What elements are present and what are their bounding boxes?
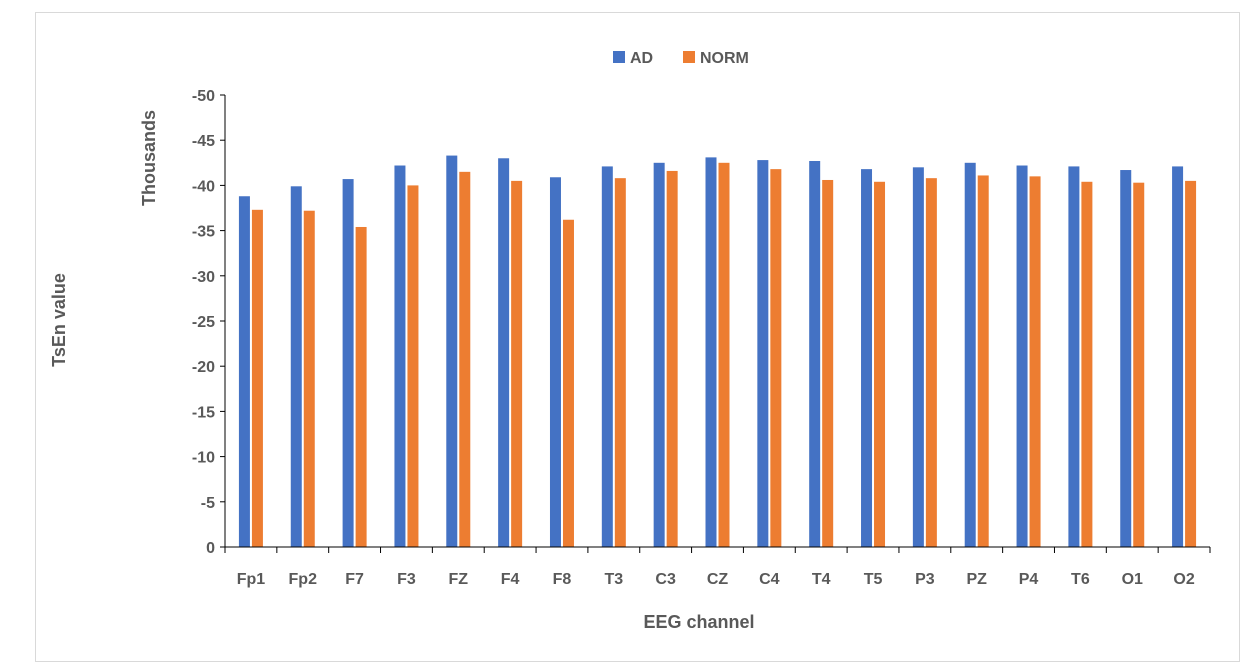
bar-ad-t6 [1068, 166, 1080, 547]
bar-ad-p3 [912, 167, 924, 547]
bar-norm-p3 [925, 178, 937, 547]
bar-ad-p4 [1016, 165, 1028, 547]
y-tick-label: -45 [192, 133, 215, 150]
x-tick-label: C4 [759, 571, 780, 588]
x-tick-label: F4 [501, 571, 520, 588]
bar-norm-f3 [407, 185, 419, 547]
y-axis-title: Thousands [139, 110, 159, 206]
bar-ad-o2 [1172, 166, 1184, 547]
bar-ad-c3 [653, 162, 665, 548]
bar-norm-f7 [355, 226, 367, 547]
x-tick-label: T3 [604, 571, 623, 588]
y-tick-label: -25 [192, 314, 215, 331]
legend: AD NORM [613, 50, 749, 67]
bar-norm-c3 [666, 170, 678, 547]
bar-ad-pz [964, 162, 976, 548]
x-tick-label: Fp2 [289, 571, 318, 588]
x-tick-label: P4 [1019, 571, 1039, 588]
bar-norm-o1 [1133, 182, 1145, 548]
y-tick-label: -15 [192, 404, 215, 421]
x-tick-label: FZ [449, 571, 469, 588]
y-tick-label: -40 [192, 178, 215, 195]
bar-norm-pz [977, 175, 989, 547]
bar-ad-fp2 [290, 186, 302, 547]
x-tick-label: F7 [345, 571, 364, 588]
x-tick-label: P3 [915, 571, 935, 588]
x-tick-label: O1 [1122, 571, 1143, 588]
x-tick-label: PZ [966, 571, 987, 588]
x-tick-label: CZ [707, 571, 729, 588]
bar-norm-t3 [614, 178, 626, 547]
bar-ad-fp1 [238, 196, 250, 548]
bar-ad-t5 [861, 169, 873, 548]
legend-swatch-norm [683, 51, 695, 63]
legend-label-ad: AD [630, 50, 653, 67]
bar-norm-fp1 [251, 209, 263, 548]
x-tick-label: T6 [1071, 571, 1090, 588]
bar-norm-t6 [1081, 181, 1093, 547]
bar-norm-c4 [770, 169, 782, 548]
bar-ad-f3 [394, 165, 406, 547]
x-axis-title: EEG channel [643, 612, 754, 632]
bar-ad-t3 [601, 166, 613, 547]
y-tick-label: -20 [192, 359, 215, 376]
x-axis-ticks: Fp1 Fp2 F7 F3 FZ F4 F8 T3 C3 CZ C4 T4 T5 P3 PZ P4 T6 O1 O2 [224, 547, 1211, 588]
bar-norm-cz [718, 162, 730, 548]
bar-norm-o2 [1185, 180, 1197, 547]
y-tick-label: -30 [192, 269, 215, 286]
y-tick-label: -10 [192, 450, 215, 467]
y-tick-label: -5 [201, 495, 215, 512]
bar-ad-fz [446, 155, 458, 547]
x-tick-label: T5 [864, 571, 883, 588]
outer-axis-label: TsEn value [49, 273, 69, 367]
legend-swatch-ad [613, 51, 625, 63]
x-tick-label: F8 [553, 571, 572, 588]
y-tick-label: -35 [192, 224, 215, 241]
legend-label-norm: NORM [700, 50, 749, 67]
bar-norm-f8 [562, 219, 574, 547]
bar-norm-t4 [822, 179, 834, 547]
bar-norm-fz [459, 171, 471, 547]
bar-ad-o1 [1120, 170, 1132, 548]
x-tick-label: F3 [397, 571, 416, 588]
bars [238, 155, 1197, 548]
bar-norm-fp2 [303, 210, 315, 547]
x-tick-label: T4 [812, 571, 831, 588]
bar-ad-t4 [809, 160, 821, 547]
axes [224, 95, 1210, 548]
x-tick-label: Fp1 [237, 571, 266, 588]
bar-norm-p4 [1029, 176, 1041, 548]
bar-ad-f8 [549, 177, 561, 547]
bar-norm-t5 [874, 181, 886, 547]
bar-ad-f4 [498, 158, 510, 547]
bar-ad-cz [705, 157, 717, 547]
x-tick-label: C3 [655, 571, 676, 588]
y-tick-label: -50 [192, 88, 215, 105]
bar-norm-f4 [511, 180, 523, 547]
y-tick-label: 0 [206, 540, 215, 557]
bar-ad-c4 [757, 160, 769, 547]
x-tick-label: O2 [1173, 571, 1194, 588]
bar-ad-f7 [342, 179, 354, 547]
y-axis-ticks: 0 -5 -10 -15 -20 -25 -30 -35 -40 -45 -50 [192, 88, 225, 557]
